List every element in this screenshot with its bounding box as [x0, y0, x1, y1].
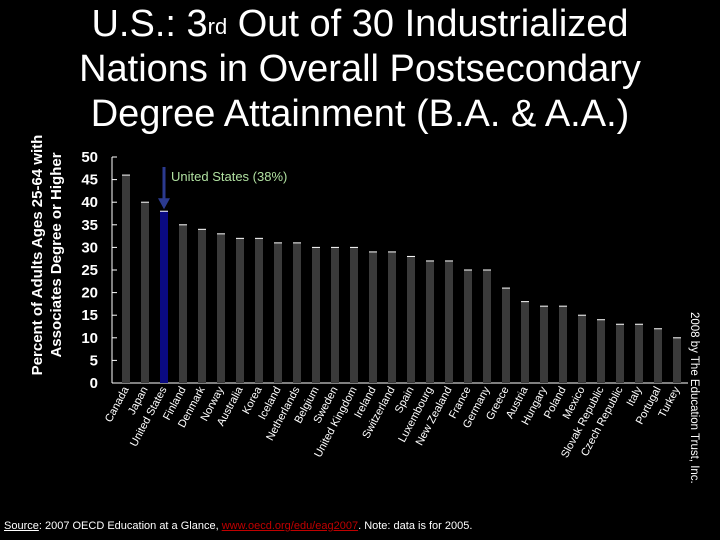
bar — [597, 319, 605, 383]
y-tick-label: 35 — [81, 217, 98, 234]
bar — [502, 288, 510, 383]
bar — [521, 301, 529, 383]
bar — [179, 224, 187, 383]
bar — [293, 242, 301, 383]
y-tick-label: 15 — [81, 307, 98, 324]
bar — [616, 324, 624, 383]
bar — [426, 260, 434, 383]
y-tick-label: 45 — [81, 172, 98, 189]
bar — [141, 202, 149, 383]
annotation-label: United States (38%) — [171, 169, 287, 184]
chart-title: U.S.: 3rd Out of 30 Industrialized Natio… — [79, 3, 641, 135]
y-tick-label: 50 — [81, 149, 98, 166]
y-tick-label: 20 — [81, 285, 98, 302]
bar — [331, 247, 339, 383]
bar — [312, 247, 320, 383]
bar — [274, 242, 282, 383]
bar — [198, 229, 206, 383]
bar-highlight — [160, 211, 168, 383]
source-link[interactable]: www.oecd.org/edu/eag2007 — [221, 520, 359, 532]
y-tick-label: 0 — [90, 375, 98, 392]
bar — [654, 328, 662, 383]
bar — [388, 251, 396, 383]
bar — [255, 238, 263, 383]
bar — [217, 233, 225, 383]
x-tick-label: Canada — [103, 384, 132, 424]
bar — [673, 337, 681, 383]
bar — [635, 324, 643, 383]
y-tick-label: 40 — [81, 194, 98, 211]
y-tick-label: 30 — [81, 239, 98, 256]
bar — [578, 315, 586, 383]
source-note: Source: 2007 OECD Education at a Glance,… — [4, 520, 473, 532]
copyright-credit: 2008 by The Education Trust, Inc. — [688, 312, 700, 484]
y-tick-label: 5 — [90, 352, 98, 369]
bar — [483, 270, 491, 383]
annotation-arrow-head — [158, 198, 170, 210]
bar — [559, 306, 567, 383]
y-tick-label: 25 — [81, 262, 98, 279]
y-tick-label: 10 — [81, 330, 98, 347]
bar — [540, 306, 548, 383]
bar — [445, 260, 453, 383]
bar — [350, 247, 358, 383]
bar — [407, 256, 415, 383]
bar — [122, 175, 130, 383]
bar — [369, 251, 377, 383]
bar — [464, 270, 472, 383]
bar — [236, 238, 244, 383]
